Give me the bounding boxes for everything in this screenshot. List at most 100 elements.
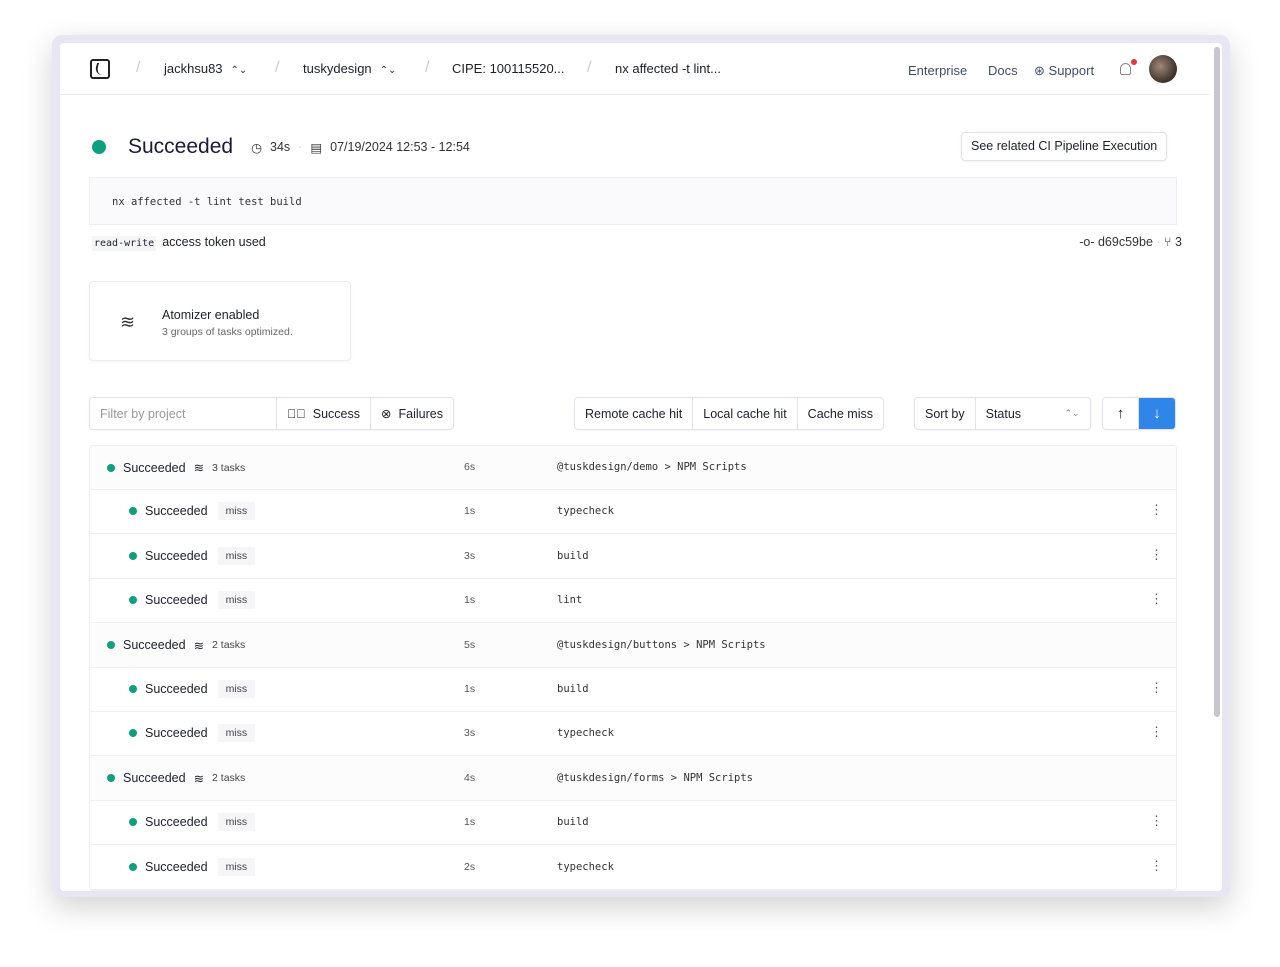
row-target: build (557, 549, 589, 562)
status-dot (129, 685, 137, 693)
avatar[interactable] (1149, 55, 1177, 83)
cache-badge: miss (217, 813, 256, 832)
row-status: Succeeded miss (129, 680, 256, 698)
arrow-down-icon: ↓ (1153, 405, 1161, 422)
row-status: Succeeded miss (129, 502, 256, 521)
commit-sha[interactable]: d69c59be (1097, 235, 1153, 249)
row-duration: 1s (464, 594, 476, 607)
row-duration: 2s (464, 860, 476, 873)
token-type: read-write (92, 236, 157, 251)
task-group-row[interactable]: Succeeded ≋ 3 tasks 6s @tuskdesign/demo > NP… (90, 446, 1176, 490)
task-count: 2 tasks (212, 639, 246, 652)
project-name[interactable]: @tuskdesign/buttons (557, 638, 678, 651)
breadcrumb-cipe[interactable]: CIPE: 100115520... (452, 61, 565, 76)
status-label: Succeeded (145, 504, 208, 519)
filter-cache-miss[interactable]: Cache miss (807, 406, 873, 421)
bell-icon[interactable] (1120, 63, 1131, 75)
sort-label: Sort by (915, 398, 976, 429)
task-group-row[interactable]: Succeeded ≋ 2 tasks 4s @tuskdesign/forms > N… (90, 756, 1176, 801)
more-vertical-icon[interactable]: ⋮ (1150, 813, 1163, 829)
row-project: @tuskdesign/demo > NPM Scripts (557, 461, 747, 473)
project-name[interactable]: @tuskdesign/forms (557, 771, 665, 784)
more-vertical-icon[interactable]: ⋮ (1150, 502, 1163, 518)
task-row[interactable]: Succeeded miss 1s build ⋮ (90, 801, 1176, 846)
row-status: Succeeded miss (129, 546, 256, 565)
chevron-up-down-icon: ⌃⌄ (379, 65, 397, 76)
breadcrumb-run[interactable]: nx affected -t lint... (615, 61, 721, 76)
task-row[interactable]: Succeeded miss 3s build ⋮ (90, 535, 1176, 579)
row-status: Succeeded miss (129, 857, 256, 876)
row-duration: 1s (464, 683, 476, 695)
task-group-row[interactable]: Succeeded ≋ 2 tasks 5s @tuskdesign/buttons >… (90, 623, 1176, 668)
calendar-icon: ▤ (310, 140, 323, 155)
lifebuoy-icon: ⊛ (1034, 63, 1045, 78)
filter-failures-button[interactable]: ⊗ Failures (371, 398, 453, 429)
status-label: Succeeded (145, 859, 208, 874)
filter-success-button[interactable]: ✓⃝ Success (277, 398, 371, 429)
task-table: Succeeded ≋ 3 tasks 6s @tuskdesign/demo > NP… (89, 445, 1177, 891)
status-dot (129, 729, 137, 738)
task-row[interactable]: Succeeded miss 3s typecheck ⋮ (90, 712, 1176, 757)
see-related-cipe-button[interactable]: See related CI Pipeline Execution (961, 132, 1168, 161)
breadcrumb-separator: / (136, 59, 141, 76)
task-count: 3 tasks (212, 461, 246, 474)
more-vertical-icon[interactable]: ⋮ (1150, 591, 1163, 607)
status-dot (92, 140, 106, 154)
arrow-up-icon: ↑ (1116, 405, 1125, 422)
sort-ascending-button[interactable]: ↑ (1103, 398, 1139, 429)
row-project: @tuskdesign/forms > NPM Scripts (557, 771, 753, 784)
cache-badge: miss (217, 857, 256, 876)
breadcrumb-separator: / (587, 59, 592, 76)
row-duration: 3s (464, 727, 476, 740)
project-name[interactable]: @tuskdesign/demo (557, 461, 659, 473)
row-target: build (557, 683, 589, 695)
scrollbar[interactable] (1214, 47, 1220, 717)
task-row[interactable]: Succeeded miss 1s lint ⋮ (90, 579, 1176, 624)
nav-support[interactable]: ⊛ Support (1034, 63, 1094, 79)
status-label: Succeeded (145, 682, 208, 696)
status-dot (129, 507, 137, 516)
task-row[interactable]: Succeeded miss 1s build ⋮ (90, 668, 1176, 712)
x-circle-icon: ⊗ (381, 407, 392, 421)
layers-icon: ≋ (193, 771, 205, 786)
atomizer-subtitle: 3 groups of tasks optimized. (162, 326, 293, 338)
layers-icon: ≋ (120, 312, 136, 332)
target-name: NPM Scripts (677, 461, 747, 473)
breadcrumb-separator: / (425, 59, 430, 76)
filter-remote-cache-hit[interactable]: Remote cache hit (575, 398, 694, 429)
row-target: build (557, 816, 589, 829)
task-row[interactable]: Succeeded miss 1s typecheck ⋮ (90, 490, 1176, 535)
row-duration: 4s (464, 771, 476, 784)
cache-badge: miss (217, 546, 256, 565)
run-duration: 34s (270, 140, 291, 154)
breadcrumb-label: jackhsu83 (164, 61, 223, 76)
cache-filter-group: Remote cache hit Local cache hit Cache m… (574, 397, 884, 430)
more-vertical-icon[interactable]: ⋮ (1150, 724, 1163, 740)
filter-project-input[interactable]: Filter by project (90, 398, 277, 429)
status-dot (129, 596, 137, 605)
breadcrumb-org[interactable]: jackhsu83 ⌃⌄ (164, 61, 247, 76)
nav-enterprise[interactable]: Enterprise (908, 63, 968, 78)
chevron-up-down-icon: ⌃⌄ (230, 65, 248, 76)
status-label: Succeeded (123, 638, 186, 653)
filter-local-cache-hit[interactable]: Local cache hit (693, 398, 798, 429)
check-circle-icon: ✓⃝ (287, 406, 306, 421)
cache-badge: miss (217, 680, 256, 698)
dot-separator: · (298, 140, 303, 154)
status-dot (129, 818, 137, 827)
more-vertical-icon[interactable]: ⋮ (1150, 546, 1163, 562)
row-project: @tuskdesign/buttons > NPM Scripts (557, 638, 766, 651)
sort-select[interactable]: Status ⌃⌄ (976, 398, 1090, 429)
sort-value: Status (985, 406, 1022, 421)
breadcrumb-workspace[interactable]: tuskydesign ⌃⌄ (303, 61, 396, 76)
more-vertical-icon[interactable]: ⋮ (1150, 857, 1163, 873)
more-vertical-icon[interactable]: ⋮ (1150, 680, 1163, 695)
row-duration: 3s (464, 549, 476, 562)
task-row[interactable]: Succeeded miss 2s typecheck ⋮ (90, 846, 1176, 890)
target-name: NPM Scripts (696, 638, 766, 651)
nav-docs[interactable]: Docs (988, 63, 1018, 78)
sort-descending-button[interactable]: ↓ (1139, 398, 1175, 429)
access-token-info: read-write access token used (92, 235, 266, 251)
status-label: Succeeded (145, 593, 208, 608)
nx-cloud-logo[interactable] (90, 59, 110, 79)
